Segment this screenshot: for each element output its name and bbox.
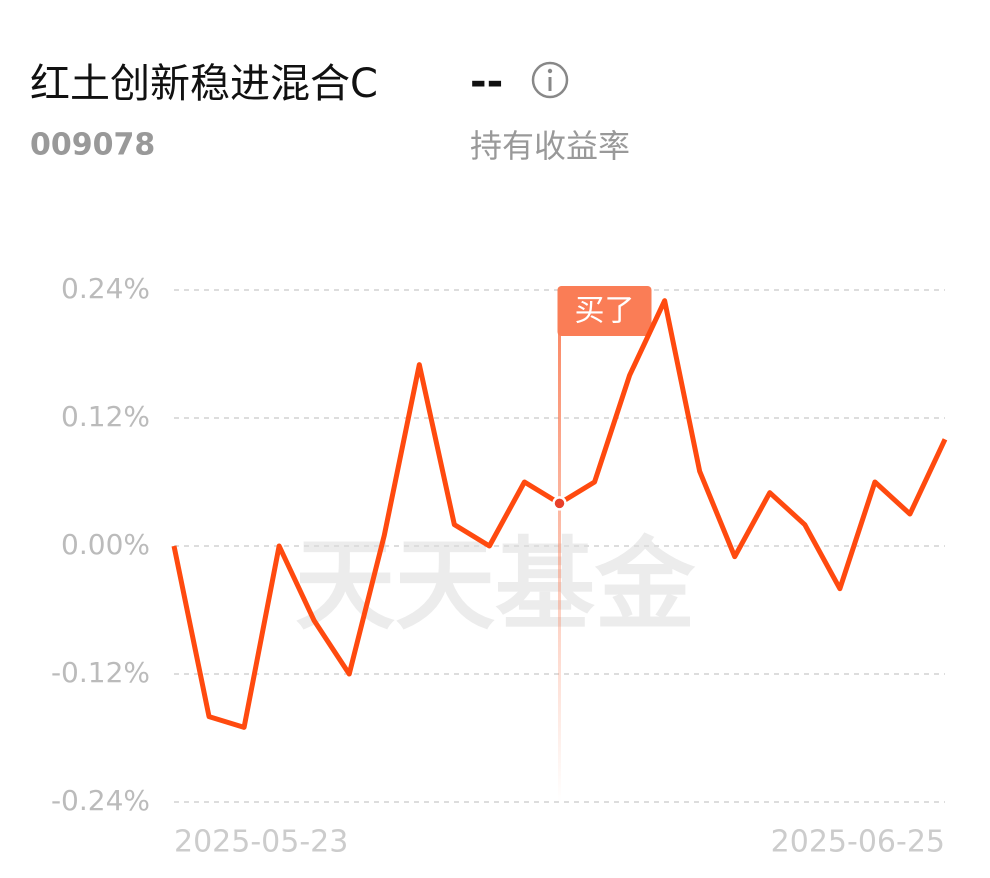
subtitle: 持有收益率	[470, 127, 630, 165]
buy-marker-label: 买了	[575, 294, 635, 329]
x-tick-label: 2025-05-23	[174, 825, 348, 860]
buy-marker-box	[557, 286, 652, 336]
watermark: 天天基金	[295, 526, 696, 643]
title-value: --	[470, 59, 503, 105]
info-icon[interactable]	[531, 61, 569, 99]
y-tick-label: 0.00%	[61, 528, 150, 561]
buy-marker-line	[558, 330, 561, 802]
y-tick-label: 0.24%	[61, 272, 150, 305]
y-tick-label: 0.12%	[61, 400, 150, 433]
buy-point	[552, 496, 567, 511]
x-tick-label: 2025-06-25	[771, 825, 945, 860]
fund-code: 009078	[30, 128, 155, 163]
chart-title: 红土创新稳进混合C	[30, 61, 378, 107]
y-tick-label: -0.24%	[51, 784, 150, 817]
y-tick-label: -0.12%	[51, 656, 150, 689]
